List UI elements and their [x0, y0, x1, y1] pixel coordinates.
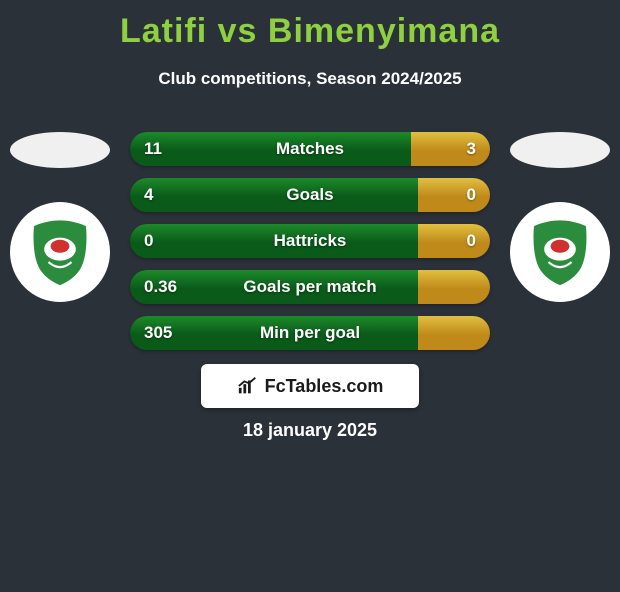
- stat-segment-right: [418, 270, 490, 304]
- stat-row: Matches113: [130, 132, 490, 166]
- club-crest-icon: [524, 216, 596, 288]
- player-right-club-badge: [510, 202, 610, 302]
- generated-date: 18 january 2025: [0, 420, 620, 441]
- player-left-column: [0, 132, 120, 302]
- stat-segment-right: [418, 224, 490, 258]
- bar-chart-icon: [237, 375, 259, 397]
- page-title: Latifi vs Bimenyimana: [0, 12, 620, 51]
- stat-segment-left: [130, 224, 418, 258]
- player-right-column: [500, 132, 620, 302]
- stat-row: Goals per match0.36: [130, 270, 490, 304]
- stat-segment-right: [418, 178, 490, 212]
- stat-segment-left: [130, 178, 418, 212]
- brand-text: FcTables.com: [265, 376, 384, 397]
- stat-row: Min per goal305: [130, 316, 490, 350]
- stat-segment-left: [130, 132, 411, 166]
- stat-segment-left: [130, 316, 418, 350]
- player-right-avatar-placeholder: [510, 132, 610, 168]
- club-crest-icon: [24, 216, 96, 288]
- subtitle: Club competitions, Season 2024/2025: [0, 69, 620, 89]
- player-left-avatar-placeholder: [10, 132, 110, 168]
- player-left-club-badge: [10, 202, 110, 302]
- stat-segment-right: [411, 132, 490, 166]
- stat-bar-container: Matches113 Goals40 Hattricks00 Goals per ma…: [130, 132, 490, 350]
- stat-segment-left: [130, 270, 418, 304]
- stat-row: Hattricks00: [130, 224, 490, 258]
- stat-segment-right: [418, 316, 490, 350]
- brand-badge: FcTables.com: [201, 364, 419, 408]
- stat-row: Goals40: [130, 178, 490, 212]
